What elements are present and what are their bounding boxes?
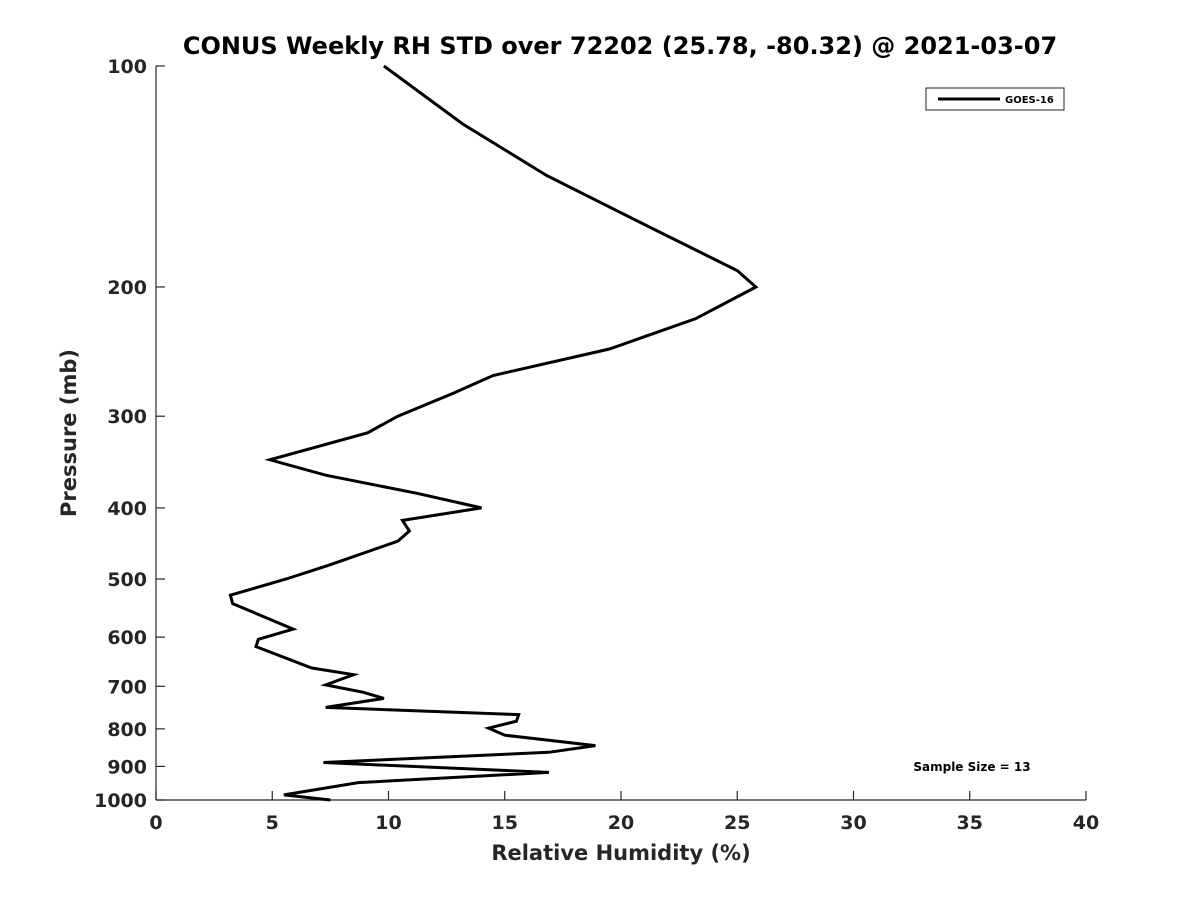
x-tick-label: 25 [724, 812, 750, 834]
x-axis-ticks: 0 5 10 15 20 25 30 35 40 [149, 791, 1099, 834]
x-tick-label: 20 [608, 812, 634, 834]
y-tick-label: 100 [107, 56, 147, 78]
chart-title: CONUS Weekly RH STD over 72202 (25.78, -… [183, 32, 1057, 60]
y-tick-label: 400 [107, 498, 147, 520]
y-tick-label: 200 [107, 277, 147, 299]
x-tick-label: 15 [492, 812, 518, 834]
y-tick-label: 300 [107, 406, 147, 428]
x-tick-label: 40 [1073, 812, 1099, 834]
y-tick-label: 1000 [94, 790, 147, 812]
y-tick-label: 700 [107, 676, 147, 698]
y-tick-label: 500 [107, 569, 147, 591]
plot-area: 0 5 10 15 20 25 30 35 40 100 200 300 400 500 600 700 80… [94, 56, 1099, 834]
x-axis-label: Relative Humidity (%) [491, 841, 750, 865]
y-tick-label: 800 [107, 719, 147, 741]
y-tick-label: 900 [107, 756, 147, 778]
x-tick-label: 5 [266, 812, 279, 834]
y-axis-label: Pressure (mb) [57, 349, 81, 517]
sample-size-annotation: Sample Size = 13 [913, 760, 1030, 774]
legend: GOES-16 [925, 87, 1065, 111]
x-tick-label: 30 [840, 812, 866, 834]
x-tick-label: 0 [149, 812, 162, 834]
x-tick-label: 10 [375, 812, 401, 834]
y-axis-ticks: 100 200 300 400 500 600 700 800 900 1000 [94, 56, 165, 812]
x-tick-label: 35 [957, 812, 983, 834]
y-tick-label: 600 [107, 627, 147, 649]
series-line-goes-16 [228, 64, 759, 802]
legend-label-goes-16: GOES-16 [1005, 95, 1054, 106]
